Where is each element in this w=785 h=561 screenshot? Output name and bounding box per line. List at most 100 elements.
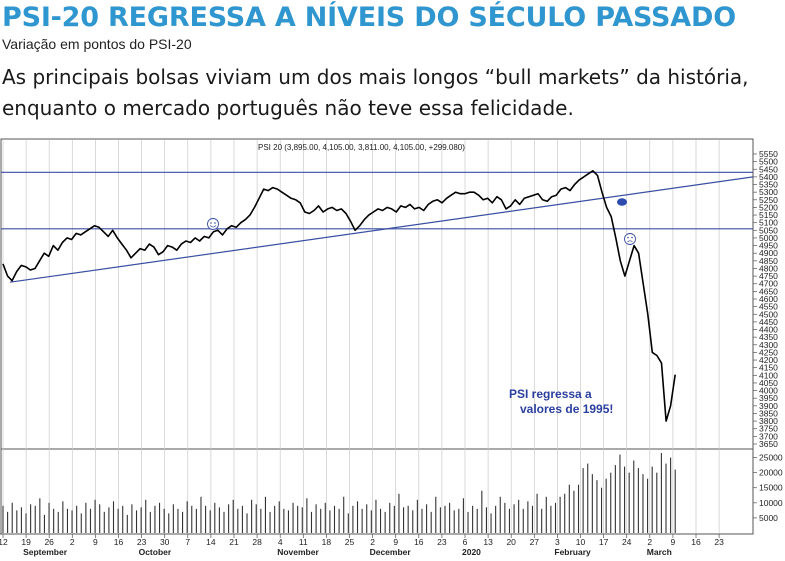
volume-axis-label: 20000 xyxy=(759,468,783,478)
day-label: 13 xyxy=(483,537,493,547)
price-axis-label: 3800 xyxy=(759,416,778,426)
day-label: 12 xyxy=(0,537,8,547)
subtitle: Variação em pontos do PSI-20 xyxy=(2,36,192,52)
month-label: February xyxy=(554,547,591,557)
price-axis-label: 5500 xyxy=(759,157,778,167)
price-axis-label: 4300 xyxy=(759,340,778,350)
price-axis-label: 5400 xyxy=(759,172,778,182)
price-axis-label: 3700 xyxy=(759,431,778,441)
day-label: 28 xyxy=(252,537,262,547)
price-axis-label: 4550 xyxy=(759,302,778,312)
price-axis-label: 5200 xyxy=(759,202,778,212)
price-axis-label: 4200 xyxy=(759,355,778,365)
price-axis-label: 4350 xyxy=(759,332,778,342)
lead-paragraph: As principais bolsas viviam um dos mais … xyxy=(2,65,749,120)
day-label: 7 xyxy=(185,537,190,547)
price-axis-label: 5450 xyxy=(759,164,778,174)
month-label: December xyxy=(370,547,412,557)
day-label: 9 xyxy=(393,537,398,547)
volume-axis-label: 25000 xyxy=(759,453,783,463)
day-label: 26 xyxy=(44,537,54,547)
trend-lines xyxy=(1,171,754,283)
day-label: 6 xyxy=(463,537,468,547)
day-label: 11 xyxy=(299,537,308,547)
day-label: 16 xyxy=(414,537,424,547)
day-label: 16 xyxy=(114,537,124,547)
price-axis-label: 4000 xyxy=(759,386,778,396)
price-axis-label: 4600 xyxy=(759,294,778,304)
month-label: September xyxy=(23,547,68,557)
day-label: 25 xyxy=(345,537,355,547)
volume-axis-label: 10000 xyxy=(759,498,783,508)
price-axis-label: 5050 xyxy=(759,225,778,235)
day-label: 9 xyxy=(671,537,676,547)
price-axis-label: 4900 xyxy=(759,248,778,258)
price-axis-label: 4850 xyxy=(759,256,778,266)
day-label: 17 xyxy=(599,537,609,547)
price-axis-label: 4700 xyxy=(759,279,778,289)
price-axis-label: 3900 xyxy=(759,401,778,411)
price-axis-label: 5000 xyxy=(759,233,778,243)
price-axis-label: 5550 xyxy=(759,149,778,159)
date-axis: 12 19 26 2 9 16 23 30 7 14 21 28 4 11 18 25 2 9 16 23 6 13 20 2… xyxy=(0,534,724,557)
day-label: 23 xyxy=(437,537,447,547)
price-axis-label: 4050 xyxy=(759,378,778,388)
price-axis-label: 4450 xyxy=(759,317,778,327)
day-label: 21 xyxy=(229,537,239,547)
marker-dot xyxy=(617,198,627,206)
month-label: 2020 xyxy=(462,547,481,557)
price-axis-label: 4750 xyxy=(759,271,778,281)
volume-axis-label: 5000 xyxy=(759,513,778,523)
chart-title: PSI 20 (3,895.00, 4,105.00, 3,811.00, 4,… xyxy=(258,143,465,152)
day-label: 9 xyxy=(93,537,98,547)
day-label: 24 xyxy=(622,537,632,547)
price-axis-label: 4150 xyxy=(759,363,778,373)
day-label: 30 xyxy=(160,537,170,547)
day-label: 23 xyxy=(137,537,147,547)
trend-line xyxy=(9,176,754,283)
price-axis-label: 4800 xyxy=(759,263,778,273)
smiley-sad-icon xyxy=(624,233,636,245)
grid xyxy=(2,140,720,533)
price-axis-label: 4400 xyxy=(759,325,778,335)
price-axis-label: 3650 xyxy=(759,439,778,449)
day-label: 20 xyxy=(506,537,516,547)
day-label: 2 xyxy=(647,537,652,547)
day-label: 19 xyxy=(21,537,31,547)
annotation-line-1: PSI regressa a xyxy=(509,387,592,401)
day-label: 27 xyxy=(530,537,540,547)
day-label: 4 xyxy=(278,537,283,547)
price-axis-label: 4500 xyxy=(759,309,778,319)
day-label: 16 xyxy=(691,537,701,547)
price-axis-label: 5350 xyxy=(759,180,778,190)
smiley-happy-icon xyxy=(207,218,219,230)
day-label: 14 xyxy=(206,537,216,547)
volume-axis: 25000 20000 15000 10000 5000 xyxy=(753,453,783,523)
month-label: March xyxy=(647,547,672,557)
month-label: November xyxy=(277,547,319,557)
price-axis-label: 4100 xyxy=(759,370,778,380)
psi20-chart: 5550 5500 5450 5400 5350 5300 5250 5200 5150 5100… xyxy=(0,138,785,561)
day-label: 2 xyxy=(370,537,375,547)
price-panel-frame xyxy=(0,138,754,450)
psi20-price-series xyxy=(2,170,676,422)
price-axis-label: 4650 xyxy=(759,286,778,296)
price-axis-label: 3750 xyxy=(759,424,778,434)
price-axis-label: 4950 xyxy=(759,241,778,251)
volume-bars xyxy=(2,453,676,533)
price-axis-label: 5100 xyxy=(759,218,778,228)
volume-axis-label: 15000 xyxy=(759,483,783,493)
headline: PSI-20 REGRESSA A NÍVEIS DO SÉCULO PASSA… xyxy=(2,2,736,33)
day-label: 2 xyxy=(70,537,75,547)
day-label: 3 xyxy=(555,537,560,547)
price-axis-label: 5150 xyxy=(759,210,778,220)
price-axis: 5550550054505400535053005250520051505100… xyxy=(753,149,778,449)
day-label: 10 xyxy=(576,537,586,547)
price-axis-label: 5250 xyxy=(759,195,778,205)
day-label: 18 xyxy=(322,537,332,547)
price-axis-label: 4250 xyxy=(759,347,778,357)
chart-svg: 5550550054505400535053005250520051505100… xyxy=(0,138,783,557)
month-label: October xyxy=(139,547,172,557)
price-axis-label: 3950 xyxy=(759,393,778,403)
price-axis-label: 5300 xyxy=(759,187,778,197)
